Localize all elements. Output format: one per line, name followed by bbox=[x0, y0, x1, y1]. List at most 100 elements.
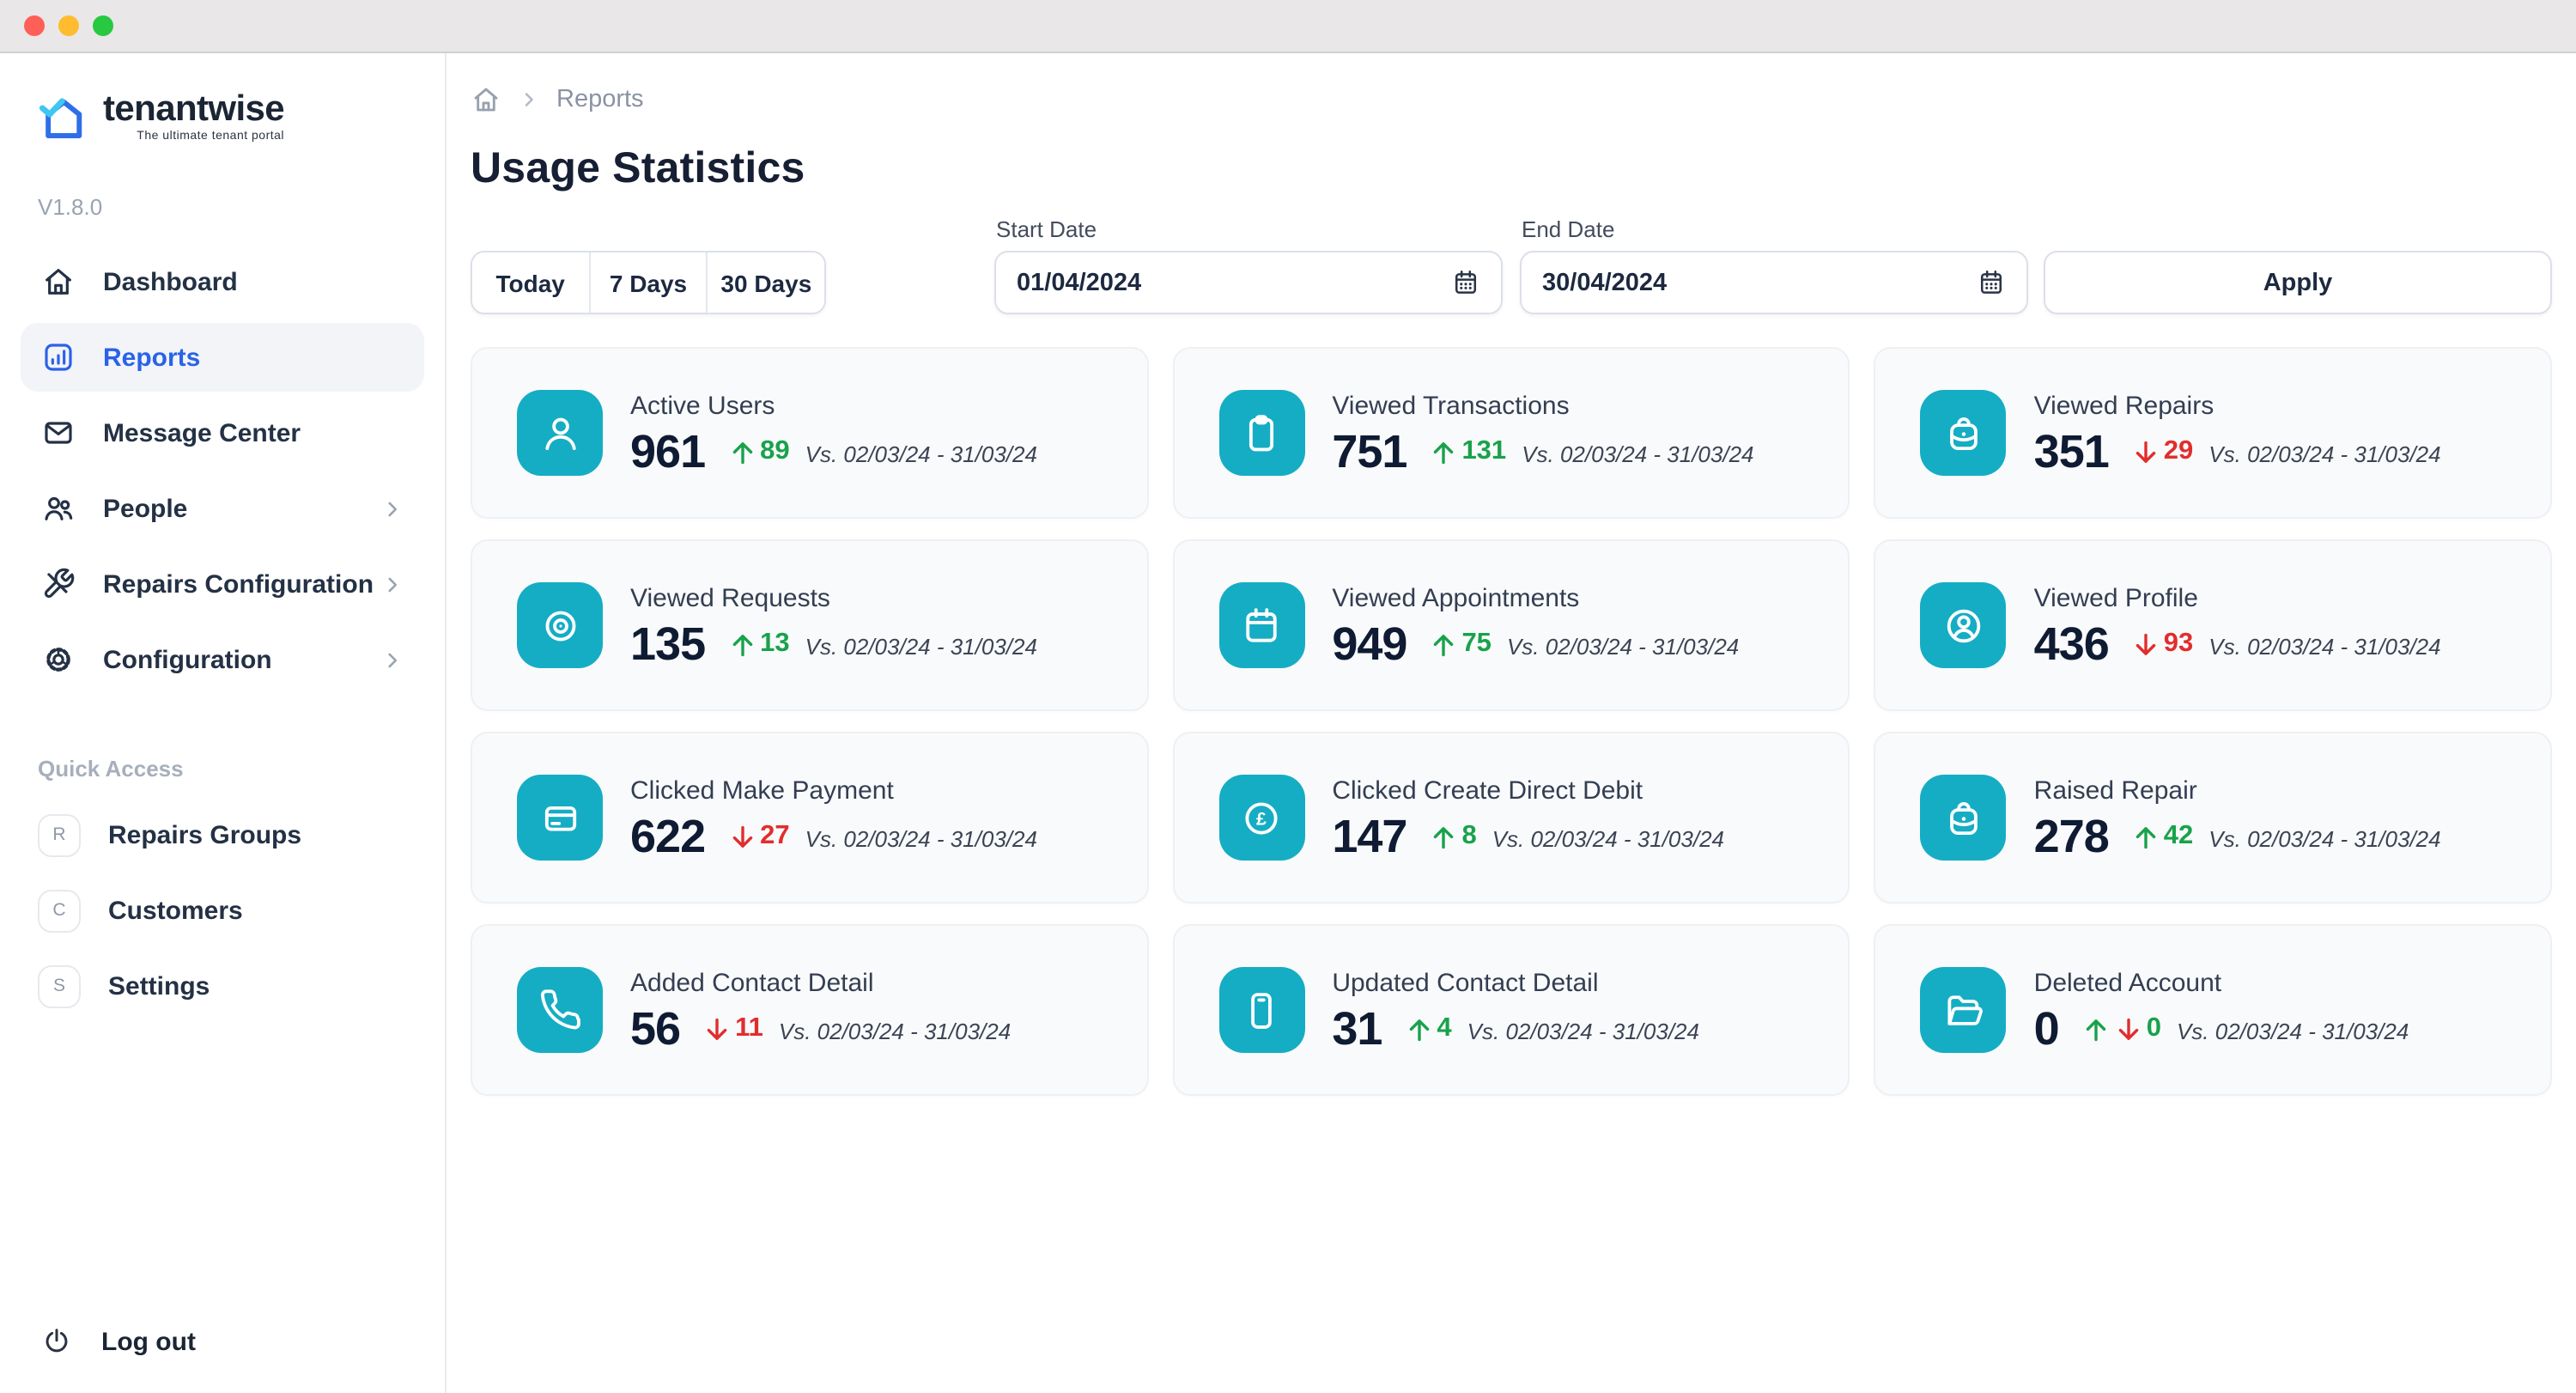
range-7-days-button[interactable]: 7 Days bbox=[588, 252, 707, 313]
chevron-right-icon bbox=[381, 573, 404, 595]
arrow-up-icon bbox=[727, 437, 756, 466]
eye-icon bbox=[517, 582, 603, 668]
stat-card-delta: 11 bbox=[735, 1013, 763, 1043]
window-titlebar bbox=[0, 0, 2576, 53]
close-button[interactable] bbox=[24, 15, 45, 36]
user-icon bbox=[517, 390, 603, 476]
arrow-up-icon bbox=[1404, 1014, 1433, 1043]
stat-card-viewed-requests: Viewed Requests 135 13 Vs. 02/03/24 - 31/03… bbox=[471, 539, 1149, 711]
end-date-value: 30/04/2024 bbox=[1542, 269, 1668, 296]
pound-circle-icon: £ bbox=[1218, 775, 1305, 861]
stat-card-title: Clicked Create Direct Debit bbox=[1332, 776, 1643, 805]
stat-card-title: Viewed Transactions bbox=[1332, 391, 1570, 420]
stat-card-viewed-profile: Viewed Profile 436 93 Vs. 02/03/24 - 31/03/… bbox=[1874, 539, 2552, 711]
quick-access-label: Settings bbox=[108, 971, 210, 1001]
stat-card-comparison: Vs. 02/03/24 - 31/03/24 bbox=[1522, 441, 1754, 467]
credit-card-icon bbox=[517, 775, 603, 861]
arrow-up-icon bbox=[2081, 1014, 2111, 1043]
stat-card-title: Deleted Account bbox=[2033, 968, 2222, 997]
end-date-group: End Date 30/04/2024 bbox=[1520, 216, 2028, 314]
stat-card-raised-repair: Raised Repair 278 42 Vs. 02/03/24 - 31/03/2… bbox=[1874, 732, 2552, 903]
stat-card-value: 0 bbox=[2033, 1002, 2060, 1054]
calendar-icon[interactable] bbox=[1977, 268, 2006, 297]
stat-card-title: Clicked Make Payment bbox=[630, 776, 894, 805]
range-30-days-button[interactable]: 30 Days bbox=[706, 252, 824, 313]
quick-access-item-settings[interactable]: S Settings bbox=[21, 952, 424, 1020]
stat-card-value: 351 bbox=[2033, 425, 2110, 477]
stat-card-updated-contact-detail: Updated Contact Detail 31 4 Vs. 02/03/24 - … bbox=[1172, 924, 1850, 1096]
brand-name: tenantwise bbox=[103, 89, 285, 129]
sidebar-item-reports[interactable]: Reports bbox=[21, 323, 424, 392]
home-icon[interactable] bbox=[471, 84, 501, 115]
stat-card-viewed-repairs: Viewed Repairs 351 29 Vs. 02/03/24 - 31/03/… bbox=[1874, 347, 2552, 519]
stat-card-delta: 75 bbox=[1461, 629, 1492, 658]
stat-card-value: 622 bbox=[630, 810, 706, 861]
clipboard-icon bbox=[1218, 390, 1305, 476]
stat-card-delta: 8 bbox=[1461, 821, 1477, 850]
apply-button[interactable]: Apply bbox=[2044, 251, 2552, 314]
stat-card-comparison: Vs. 02/03/24 - 31/03/24 bbox=[2176, 1019, 2409, 1044]
breadcrumb: Reports bbox=[471, 81, 2552, 119]
stat-card-value: 147 bbox=[1332, 810, 1407, 861]
sidebar-item-repairs-configuration[interactable]: Repairs Configuration bbox=[21, 550, 424, 618]
stat-card-viewed-transactions: Viewed Transactions 751 131 Vs. 02/03/24 - … bbox=[1172, 347, 1850, 519]
logout-label: Log out bbox=[101, 1327, 196, 1356]
range-today-button[interactable]: Today bbox=[472, 252, 589, 313]
logout-button[interactable]: Log out bbox=[0, 1307, 445, 1376]
stat-card-delta: 131 bbox=[1461, 436, 1507, 465]
quick-access-list: R Repairs Groups C Customers S Settings bbox=[0, 800, 445, 1027]
phone-icon bbox=[517, 967, 603, 1053]
arrow-down-icon bbox=[2131, 437, 2160, 466]
stat-card-title: Added Contact Detail bbox=[630, 968, 874, 997]
brand-logo: tenantwise The ultimate tenant portal bbox=[34, 89, 445, 156]
stat-card-value: 436 bbox=[2033, 617, 2110, 669]
folder-icon bbox=[1920, 967, 2007, 1053]
sidebar-item-configuration[interactable]: Configuration bbox=[21, 625, 424, 694]
stat-card-title: Viewed Repairs bbox=[2033, 391, 2215, 420]
page-title: Usage Statistics bbox=[471, 144, 805, 192]
stat-card-delta: 29 bbox=[2163, 436, 2194, 465]
stat-card-value: 31 bbox=[1332, 1002, 1382, 1054]
svg-text:£: £ bbox=[1256, 807, 1267, 828]
quick-access-item-repairs-groups[interactable]: R Repairs Groups bbox=[21, 800, 424, 869]
stat-card-comparison: Vs. 02/03/24 - 31/03/24 bbox=[805, 441, 1037, 467]
zoom-button[interactable] bbox=[93, 15, 113, 36]
stat-card-clicked-make-payment: Clicked Make Payment 622 27 Vs. 02/03/24 - … bbox=[471, 732, 1149, 903]
stat-card-title: Active Users bbox=[630, 391, 775, 420]
stat-card-value: 751 bbox=[1332, 425, 1407, 477]
stat-card-title: Viewed Appointments bbox=[1332, 583, 1580, 612]
end-date-input[interactable]: 30/04/2024 bbox=[1520, 251, 2028, 314]
filter-bar: Today 7 Days 30 Days Start Date 01/04/2024… bbox=[471, 216, 2552, 314]
start-date-input[interactable]: 01/04/2024 bbox=[994, 251, 1503, 314]
sidebar-item-dashboard[interactable]: Dashboard bbox=[21, 247, 424, 316]
stat-card-comparison: Vs. 02/03/24 - 31/03/24 bbox=[1492, 826, 1724, 852]
app-version: V1.8.0 bbox=[38, 194, 103, 220]
envelope-icon bbox=[41, 416, 76, 450]
sidebar-item-label: People bbox=[103, 494, 188, 523]
stat-card-value: 56 bbox=[630, 1002, 681, 1054]
bar-chart-icon bbox=[41, 340, 76, 374]
people-icon bbox=[41, 491, 76, 526]
stat-card-clicked-create-direct-debit: £ Clicked Create Direct Debit 147 8 Vs. 02/0… bbox=[1172, 732, 1850, 903]
briefcase-icon bbox=[1920, 390, 2007, 476]
stat-card-title: Raised Repair bbox=[2033, 776, 2197, 805]
stat-card-title: Viewed Profile bbox=[2033, 583, 2198, 612]
quick-access-item-customers[interactable]: C Customers bbox=[21, 876, 424, 945]
brand-tagline: The ultimate tenant portal bbox=[137, 131, 285, 143]
start-date-group: Start Date 01/04/2024 bbox=[994, 216, 1503, 314]
sidebar: tenantwise The ultimate tenant portal V1… bbox=[0, 53, 447, 1393]
minimize-button[interactable] bbox=[58, 15, 79, 36]
arrow-down-icon bbox=[702, 1014, 732, 1043]
main-content: Reports Usage Statistics Today 7 Days 30 D… bbox=[447, 53, 2576, 1393]
stat-card-comparison: Vs. 02/03/24 - 31/03/24 bbox=[2208, 441, 2441, 467]
user-circle-icon bbox=[1920, 582, 2007, 668]
sidebar-item-people[interactable]: People bbox=[21, 474, 424, 543]
stat-card-delta: 0 bbox=[2146, 1013, 2161, 1043]
quick-range-group: Today 7 Days 30 Days bbox=[471, 251, 826, 314]
quick-access-badge: S bbox=[38, 964, 81, 1007]
calendar-icon bbox=[1218, 582, 1305, 668]
stat-card-comparison: Vs. 02/03/24 - 31/03/24 bbox=[1467, 1019, 1699, 1044]
sidebar-item-message-center[interactable]: Message Center bbox=[21, 398, 424, 467]
calendar-icon[interactable] bbox=[1451, 268, 1480, 297]
